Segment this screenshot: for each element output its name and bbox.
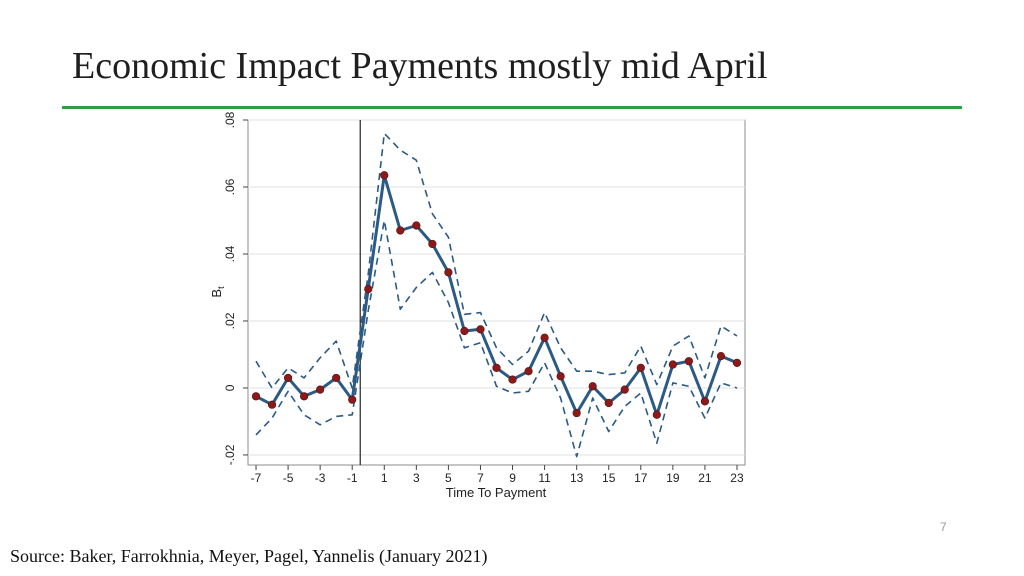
estimate-point: [267, 400, 277, 409]
estimate-point: [572, 408, 581, 418]
y-axis-label-subscript: t: [216, 286, 226, 289]
estimate-point: [428, 239, 437, 249]
axis-layer: -.020.02.04.06.08-7 -5 -3 -1 1 3 5 7 9 11 13 15 17 19…: [223, 111, 744, 485]
estimate-point: [251, 392, 261, 401]
estimate-point: [460, 326, 469, 336]
y-tick-label: .08: [223, 111, 237, 128]
x-tick-label: 1: [381, 471, 388, 485]
title-divider: [62, 106, 962, 109]
estimate-point: [556, 372, 565, 381]
estimate-point: [732, 358, 742, 367]
estimate-point: [332, 373, 341, 383]
estimate-point: [492, 363, 501, 372]
estimate-point: [348, 395, 357, 404]
page-number: 7: [940, 520, 947, 534]
x-tick-label: 7: [477, 471, 484, 485]
estimate-point: [620, 385, 629, 394]
gridlines: [248, 119, 745, 456]
estimate-point: [508, 375, 517, 384]
plot-area: [247, 119, 746, 466]
series-line-upper-ci: [255, 132, 738, 389]
estimate-point: [283, 373, 293, 383]
slide-title: Economic Impact Payments mostly mid Apri…: [72, 45, 768, 87]
estimate-point: [684, 357, 693, 366]
x-tick-label: -7: [251, 471, 262, 485]
x-tick-label: -1: [347, 471, 358, 485]
estimate-point: [364, 285, 373, 294]
estimate-point: [668, 360, 677, 369]
estimate-point: [316, 385, 325, 394]
x-tick-label: 19: [666, 471, 680, 485]
estimate-point: [396, 226, 405, 235]
y-tick-label: .06: [223, 178, 237, 195]
estimate-point: [412, 221, 421, 230]
x-tick-label: 9: [509, 471, 516, 485]
estimate-point: [604, 398, 613, 408]
estimate-point: [380, 171, 389, 180]
estimate-point: [476, 325, 485, 334]
series-line-lower-ci: [255, 219, 738, 458]
estimate-point: [588, 382, 597, 391]
x-axis-label: Time To Payment: [446, 485, 547, 500]
y-tick-label: .04: [223, 245, 237, 262]
y-axis-label: Bt: [209, 286, 226, 298]
y-axis-label-main: B: [209, 289, 224, 298]
x-tick-label: 3: [413, 471, 420, 485]
estimate-point: [636, 363, 645, 372]
estimate-point: [700, 397, 710, 406]
marker-layer: [251, 171, 742, 419]
estimate-point: [300, 392, 309, 401]
estimate-point: [524, 367, 533, 376]
x-tick-label: 5: [445, 471, 452, 485]
estimate-point: [540, 333, 549, 342]
estimate-point: [444, 268, 453, 277]
y-tick-label: 0: [223, 384, 237, 391]
x-tick-label: -5: [283, 471, 294, 485]
estimate-point: [652, 410, 661, 419]
x-tick-label: 15: [602, 471, 616, 485]
source-citation: Source: Baker, Farrokhnia, Meyer, Pagel,…: [10, 546, 488, 566]
x-tick-label: 13: [570, 471, 584, 485]
estimate-point: [716, 352, 726, 361]
x-tick-label: 17: [634, 471, 648, 485]
x-tick-label: -3: [315, 471, 326, 485]
x-tick-label: 21: [698, 471, 712, 485]
x-tick-label: 11: [538, 471, 551, 485]
y-tick-label: -.02: [223, 444, 237, 465]
y-tick-label: .02: [223, 312, 237, 329]
x-tick-label: 23: [730, 471, 744, 485]
